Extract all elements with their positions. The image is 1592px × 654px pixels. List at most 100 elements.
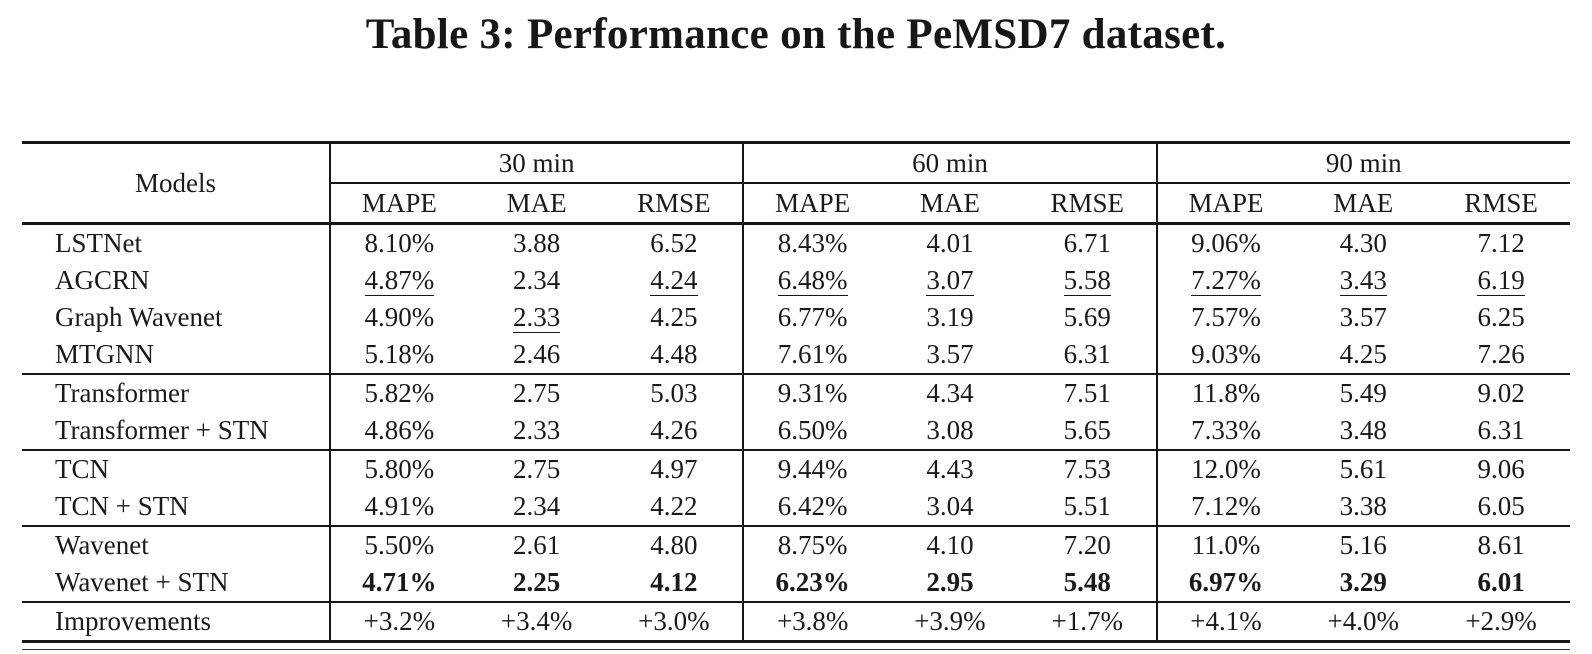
value-cell: 7.12 (1477, 228, 1525, 258)
value-cell: 4.24 (606, 262, 744, 299)
value-cell: 5.82% (329, 373, 468, 412)
table-row-tcn-stn: TCN + STN 4.91% 2.34 4.22 6.42% 3.04 5.51 7.12%… (22, 488, 1570, 526)
value-cell: 6.42% (742, 488, 882, 526)
value-cell: 4.80 (605, 525, 744, 564)
value-cell: +1.7% (1018, 601, 1157, 642)
table-row-wavenet: Wavenet 5.50% 2.61 4.80 8.75% 4.10 7.20 11.0% 5.… (22, 525, 1570, 564)
value-cell: 7.57% (1155, 299, 1295, 336)
value-cell: +3.0% (605, 601, 744, 642)
value-cell: 6.77% (742, 299, 882, 336)
metric-header-30-min-MAE: MAE (506, 187, 567, 218)
value-cell: 4.86% (329, 412, 468, 450)
table-row-improvements: Improvements +3.2% +3.4% +3.0% +3.8% +3.9% +1.… (22, 601, 1570, 642)
value-cell: 11.8% (1155, 373, 1295, 412)
value-cell: 5.69 (1063, 302, 1111, 332)
value-cell: 3.43 (1294, 262, 1432, 299)
underlined-value: 4.87% (364, 264, 435, 297)
value-cell: 11.0% (1155, 525, 1295, 564)
value-cell: +3.4% (467, 601, 606, 642)
model-name: Improvements (22, 601, 330, 642)
metric-header-90-min-MAE: MAE (1333, 187, 1394, 218)
value-cell: +2.9% (1432, 601, 1570, 642)
value-cell: 3.88 (513, 228, 561, 258)
value-cell: 7.33% (1155, 412, 1295, 450)
table-row-transformer: Transformer 5.82% 2.75 5.03 9.31% 4.34 7.51 11.… (22, 373, 1570, 412)
value-cell: 2.33 (513, 415, 561, 445)
value-cell: 6.52 (650, 228, 698, 258)
value-cell: 7.20 (1018, 525, 1157, 564)
value-cell: 2.75 (467, 449, 606, 488)
value-cell: 2.95 (926, 567, 974, 597)
value-cell: 4.25 (1339, 339, 1387, 369)
value-cell: 2.33 (468, 299, 606, 336)
value-cell: 5.49 (1294, 373, 1433, 412)
value-cell: 9.31% (742, 373, 882, 412)
table-row-transformer-stn: Transformer + STN 4.86% 2.33 4.26 6.50% 3.08 5… (22, 412, 1570, 450)
models-column-header: Models (135, 167, 216, 198)
group-header-row: Models 30 min 60 min 90 min (22, 142, 1570, 198)
value-cell: 12.0% (1155, 449, 1295, 488)
model-name: TCN + STN (55, 491, 189, 521)
metric-header-60-min-MAE: MAE (919, 187, 980, 218)
value-cell: 5.80% (329, 449, 468, 488)
value-cell: 4.48 (650, 339, 698, 369)
results-table-wrap: Models 30 min 60 min 90 min MAPE MAE RMSE MAP… (22, 141, 1570, 650)
underlined-value: 2.33 (513, 301, 561, 334)
model-name: MTGNN (55, 339, 154, 369)
value-cell: 9.03% (1155, 336, 1295, 374)
value-cell: 4.25 (650, 302, 698, 332)
model-name: Transformer (22, 373, 330, 412)
value-cell: 6.97% (1155, 564, 1295, 602)
value-cell: 9.02 (1432, 373, 1570, 412)
value-cell: 5.58 (1019, 262, 1157, 299)
value-cell: 8.61 (1432, 525, 1570, 564)
value-cell: 4.22 (650, 491, 698, 521)
value-cell: 9.06% (1155, 223, 1295, 262)
table-row-wavenet-stn: Wavenet + STN 4.71% 2.25 4.12 6.23% 2.95 5.48 6… (22, 564, 1570, 602)
table-row-agcrn: AGCRN 4.87% 2.34 4.24 6.48% 3.07 5.58 7.27% 3.43… (22, 262, 1570, 299)
value-cell: 5.03 (605, 373, 744, 412)
value-cell: 7.26 (1477, 339, 1525, 369)
metric-header-row: MAPE MAE RMSE MAPE MAE RMSE MAPE MAE RMSE (22, 183, 1570, 224)
value-cell: 8.10% (329, 223, 468, 262)
value-cell: 7.61% (742, 336, 882, 374)
value-cell: 7.53 (1018, 449, 1157, 488)
value-cell: 6.05 (1477, 491, 1525, 521)
model-name: Wavenet + STN (55, 567, 229, 597)
value-cell: 9.06 (1432, 449, 1570, 488)
value-cell: 4.01 (926, 228, 974, 258)
value-cell: 8.75% (742, 525, 882, 564)
table-row-graph-wavenet: Graph Wavenet 4.90% 2.33 4.25 6.77% 3.19 5.69 7… (22, 299, 1570, 336)
value-cell: 4.71% (329, 564, 468, 602)
value-cell: 3.07 (881, 262, 1019, 299)
metric-header-90-min-MAPE: MAPE (1155, 183, 1295, 224)
value-cell: 6.31 (1063, 339, 1111, 369)
value-cell: 6.19 (1432, 262, 1570, 299)
value-cell: 3.38 (1339, 491, 1387, 521)
underlined-value: 4.24 (650, 264, 698, 297)
value-cell: +3.9% (881, 601, 1019, 642)
underlined-value: 3.07 (926, 264, 974, 297)
value-cell: 6.50% (742, 412, 882, 450)
value-cell: +4.0% (1294, 601, 1433, 642)
value-cell: 4.26 (650, 415, 698, 445)
value-cell: 6.25 (1477, 302, 1525, 332)
value-cell: 3.04 (926, 491, 974, 521)
value-cell: 6.71 (1063, 228, 1111, 258)
value-cell: 2.34 (513, 491, 561, 521)
table-body: LSTNet 8.10% 3.88 6.52 8.43% 4.01 6.71 9.06% 4.3… (22, 223, 1570, 642)
value-cell: 4.34 (881, 373, 1019, 412)
value-cell: 5.18% (329, 336, 468, 374)
value-cell: 2.34 (513, 265, 561, 295)
value-cell: 5.50% (329, 525, 468, 564)
underlined-value: 5.58 (1063, 264, 1111, 297)
group-header-60-min: 60 min (742, 142, 1157, 184)
metric-header-30-min-MAPE: MAPE (329, 183, 468, 224)
group-header-90-min: 90 min (1155, 142, 1570, 184)
table-header: Models 30 min 60 min 90 min MAPE MAE RMSE MAP… (22, 142, 1570, 224)
model-name: AGCRN (55, 265, 150, 295)
value-cell: 5.48 (1063, 567, 1111, 597)
table-row-lstnet: LSTNet 8.10% 3.88 6.52 8.43% 4.01 6.71 9.06% 4.3… (22, 223, 1570, 262)
value-cell: 6.48% (742, 262, 882, 299)
value-cell: 3.48 (1339, 415, 1387, 445)
